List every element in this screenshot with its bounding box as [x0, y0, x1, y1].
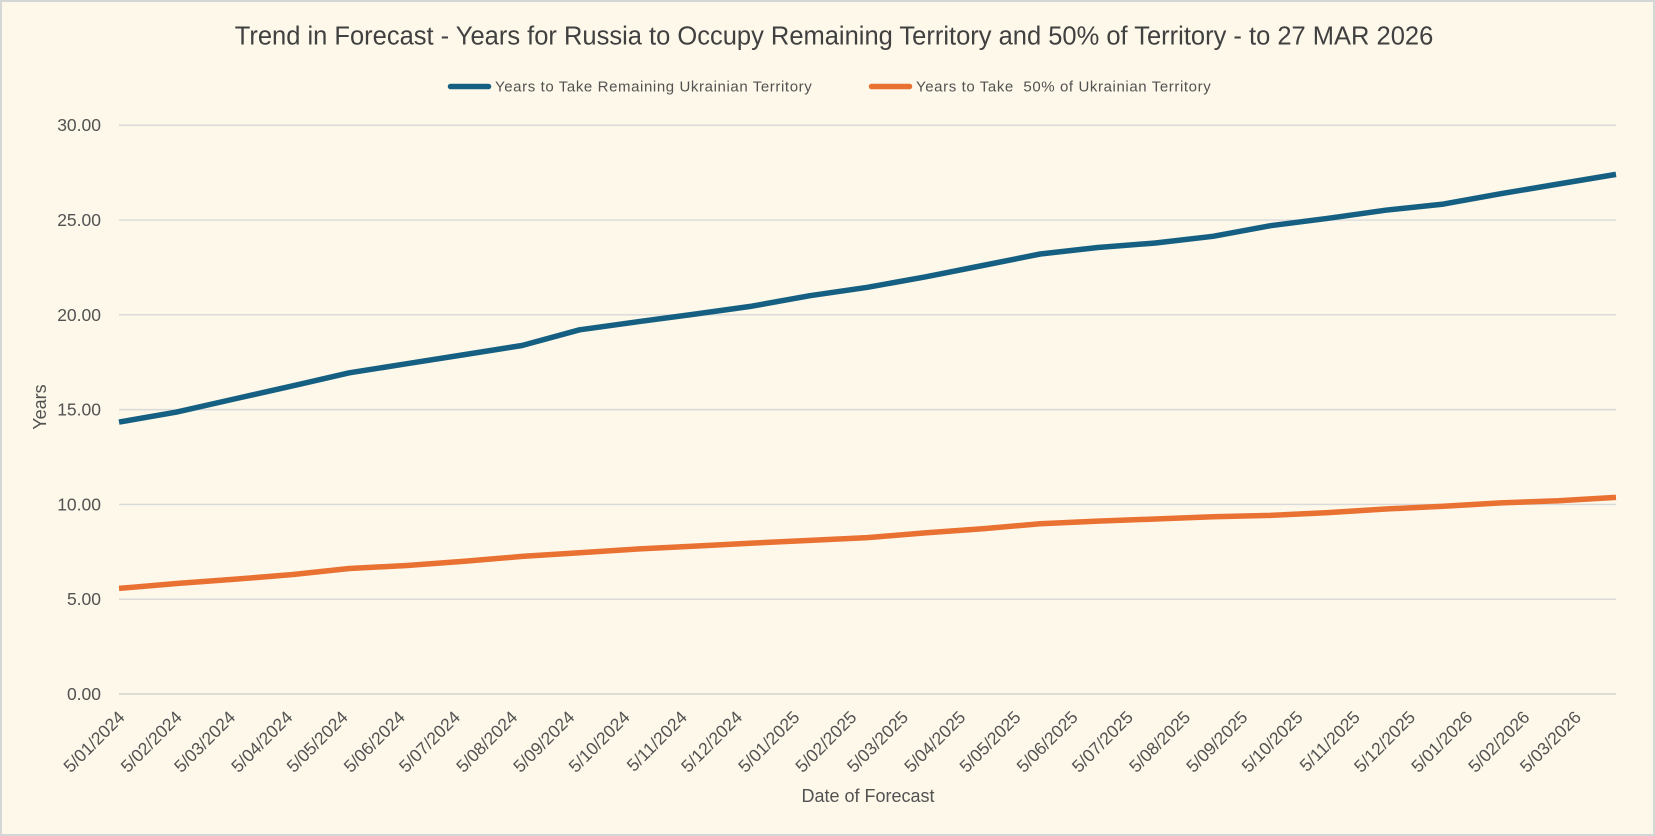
svg-text:0.00: 0.00	[67, 684, 101, 704]
svg-text:Date of Forecast: Date of Forecast	[801, 786, 934, 806]
svg-text:Years to Take Remaining Ukrain: Years to Take Remaining Ukrainian Territ…	[495, 79, 812, 96]
svg-text:5.00: 5.00	[67, 589, 101, 609]
svg-text:25.00: 25.00	[57, 210, 101, 230]
svg-text:Years to Take 50% of Ukrainia: Years to Take 50% of Ukrainian Territory	[916, 79, 1211, 96]
svg-text:15.00: 15.00	[57, 400, 101, 420]
svg-text:10.00: 10.00	[57, 494, 101, 514]
svg-text:30.00: 30.00	[57, 115, 101, 135]
svg-text:Years: Years	[30, 384, 50, 429]
svg-text:20.00: 20.00	[57, 305, 101, 325]
svg-text:Trend in Forecast - Years for: Trend in Forecast - Years for Russia to …	[235, 23, 1434, 51]
